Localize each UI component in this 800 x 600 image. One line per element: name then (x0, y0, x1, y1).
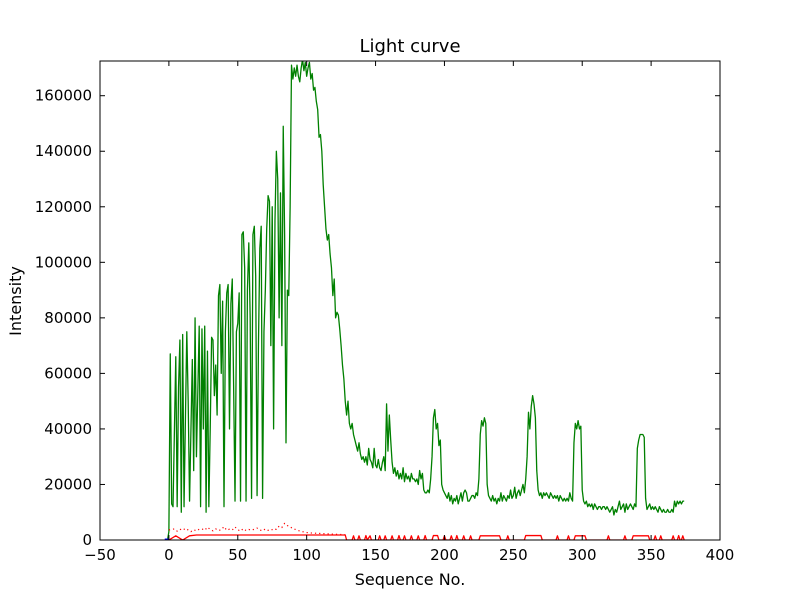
x-tick-label: 250 (499, 546, 528, 564)
axis-ticks: −50 0 50 100 150 200 250 300 350 4000200004000060… (35, 61, 735, 564)
series-layer (164, 61, 685, 540)
y-tick-label: 20000 (44, 475, 92, 493)
chart-title: Light curve (359, 36, 460, 57)
x-tick-label: 300 (568, 546, 597, 564)
series-red-dotted (168, 522, 346, 536)
y-tick-label: 40000 (44, 420, 92, 438)
series-red-line (168, 534, 685, 540)
y-tick-label: 100000 (35, 253, 92, 271)
y-tick-label: 120000 (35, 198, 92, 216)
y-tick-label: 140000 (35, 142, 92, 160)
x-tick-label: −50 (84, 546, 116, 564)
plot-frame (99, 60, 721, 541)
y-axis-label: Intensity (6, 266, 25, 336)
x-tick-label: 400 (706, 546, 735, 564)
y-tick-label: 60000 (44, 364, 92, 382)
x-tick-label: 200 (430, 546, 459, 564)
x-axis-label: Sequence No. (355, 570, 466, 589)
y-tick-label: 80000 (44, 309, 92, 327)
x-tick-label: 0 (164, 546, 174, 564)
series-green-line (166, 61, 685, 540)
x-tick-label: 50 (228, 546, 247, 564)
x-tick-label: 100 (292, 546, 321, 564)
x-tick-label: 150 (361, 546, 390, 564)
x-tick-label: 350 (637, 546, 666, 564)
y-tick-label: 160000 (35, 87, 92, 105)
y-tick-label: 0 (82, 531, 92, 549)
